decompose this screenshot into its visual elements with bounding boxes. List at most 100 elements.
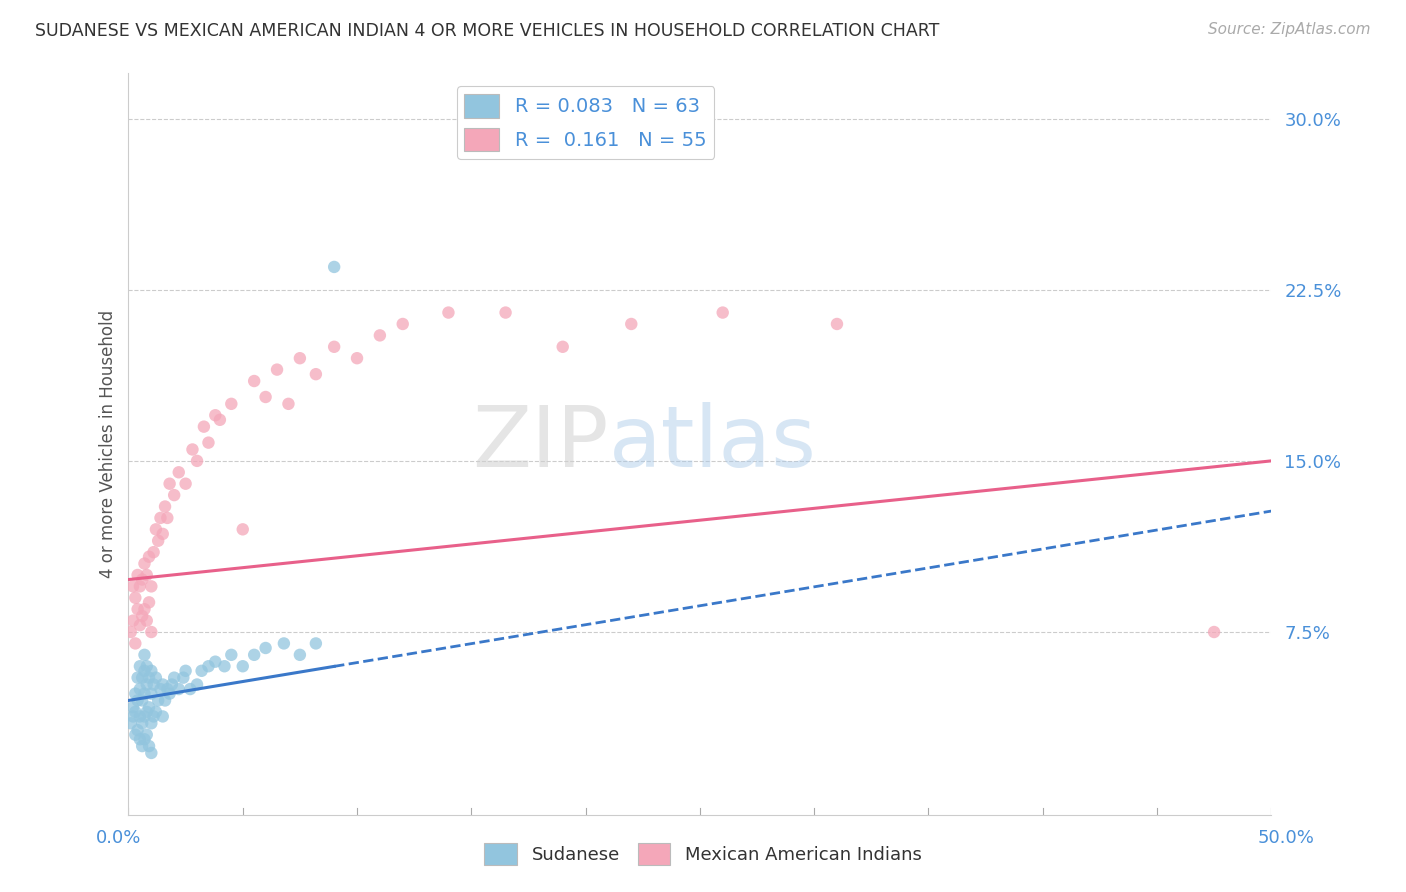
- Point: [145, 705, 167, 719]
- Point: [214, 659, 236, 673]
- Point: [825, 317, 848, 331]
- Point: [197, 435, 219, 450]
- Point: [135, 728, 157, 742]
- Point: [190, 664, 212, 678]
- Text: Source: ZipAtlas.com: Source: ZipAtlas.com: [1208, 22, 1371, 37]
- Text: 50.0%: 50.0%: [1258, 829, 1315, 847]
- Point: [204, 409, 226, 423]
- Point: [148, 533, 170, 548]
- Point: [127, 568, 149, 582]
- Point: [232, 659, 254, 673]
- Point: [346, 351, 368, 366]
- Text: 0.0%: 0.0%: [96, 829, 141, 847]
- Point: [127, 671, 149, 685]
- Point: [141, 625, 163, 640]
- Point: [159, 476, 181, 491]
- Point: [138, 700, 160, 714]
- Point: [124, 687, 146, 701]
- Point: [124, 591, 146, 605]
- Point: [124, 728, 146, 742]
- Point: [131, 693, 153, 707]
- Point: [134, 557, 156, 571]
- Point: [138, 549, 160, 564]
- Point: [134, 664, 156, 678]
- Point: [135, 614, 157, 628]
- Point: [254, 640, 277, 655]
- Y-axis label: 4 or more Vehicles in Household: 4 or more Vehicles in Household: [100, 310, 117, 578]
- Point: [167, 681, 190, 696]
- Point: [142, 677, 165, 691]
- Point: [129, 681, 152, 696]
- Point: [495, 305, 517, 319]
- Point: [134, 687, 156, 701]
- Point: [129, 579, 152, 593]
- Point: [160, 677, 183, 691]
- Point: [186, 677, 208, 691]
- Point: [711, 305, 734, 319]
- Point: [197, 659, 219, 673]
- Point: [127, 693, 149, 707]
- Point: [135, 659, 157, 673]
- Point: [127, 723, 149, 738]
- Point: [149, 681, 172, 696]
- Point: [145, 522, 167, 536]
- Point: [254, 390, 277, 404]
- Point: [131, 573, 153, 587]
- Point: [172, 671, 194, 685]
- Point: [368, 328, 391, 343]
- Point: [243, 648, 266, 662]
- Point: [122, 709, 145, 723]
- Point: [148, 693, 170, 707]
- Point: [305, 636, 328, 650]
- Point: [152, 709, 174, 723]
- Point: [131, 739, 153, 753]
- Point: [153, 500, 176, 514]
- Point: [131, 671, 153, 685]
- Point: [156, 681, 179, 696]
- Point: [323, 260, 346, 274]
- Point: [149, 511, 172, 525]
- Point: [437, 305, 460, 319]
- Point: [163, 488, 186, 502]
- Point: [138, 595, 160, 609]
- Point: [174, 664, 197, 678]
- Point: [138, 671, 160, 685]
- Point: [142, 545, 165, 559]
- Point: [141, 746, 163, 760]
- Point: [145, 671, 167, 685]
- Legend: R = 0.083   N = 63, R =  0.161   N = 55: R = 0.083 N = 63, R = 0.161 N = 55: [457, 87, 714, 159]
- Point: [288, 648, 311, 662]
- Point: [243, 374, 266, 388]
- Point: [1204, 625, 1226, 640]
- Legend: Sudanese, Mexican American Indians: Sudanese, Mexican American Indians: [477, 836, 929, 872]
- Point: [221, 397, 243, 411]
- Point: [179, 681, 201, 696]
- Point: [135, 705, 157, 719]
- Point: [174, 476, 197, 491]
- Point: [127, 602, 149, 616]
- Point: [141, 716, 163, 731]
- Point: [163, 671, 186, 685]
- Point: [152, 527, 174, 541]
- Point: [620, 317, 643, 331]
- Point: [323, 340, 346, 354]
- Point: [156, 511, 179, 525]
- Point: [186, 454, 208, 468]
- Point: [159, 687, 181, 701]
- Point: [122, 700, 145, 714]
- Point: [204, 655, 226, 669]
- Point: [135, 677, 157, 691]
- Point: [232, 522, 254, 536]
- Point: [141, 687, 163, 701]
- Point: [193, 419, 215, 434]
- Text: SUDANESE VS MEXICAN AMERICAN INDIAN 4 OR MORE VEHICLES IN HOUSEHOLD CORRELATION : SUDANESE VS MEXICAN AMERICAN INDIAN 4 OR…: [35, 22, 939, 40]
- Point: [124, 705, 146, 719]
- Point: [153, 693, 176, 707]
- Point: [152, 677, 174, 691]
- Point: [134, 709, 156, 723]
- Point: [134, 648, 156, 662]
- Point: [273, 636, 295, 650]
- Point: [141, 579, 163, 593]
- Point: [277, 397, 299, 411]
- Point: [122, 614, 145, 628]
